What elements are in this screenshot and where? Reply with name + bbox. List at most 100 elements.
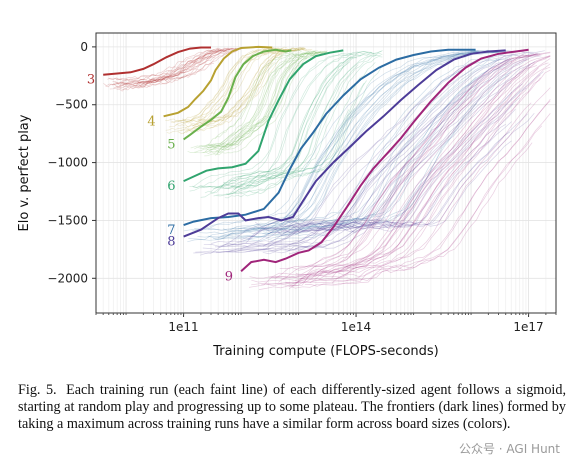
- training-run-line: [112, 49, 228, 84]
- training-run-line: [194, 51, 326, 154]
- training-run-line: [216, 54, 377, 197]
- training-run-line: [270, 50, 501, 231]
- training-run-line: [213, 55, 381, 197]
- training-run-line: [279, 53, 536, 271]
- figure-caption: Fig. 5. Each training run (each faint li…: [18, 382, 566, 433]
- training-run-line: [226, 57, 511, 247]
- training-run-line: [108, 47, 242, 81]
- training-run-line: [331, 77, 541, 284]
- frontier-line-6: [183, 49, 344, 183]
- training-run-line: [339, 52, 539, 263]
- training-run-line: [279, 52, 540, 227]
- training-run-line: [248, 51, 551, 288]
- training-run-line: [200, 50, 383, 189]
- training-run-line: [262, 55, 542, 247]
- training-run-line: [262, 91, 513, 255]
- training-run-line: [253, 51, 477, 228]
- training-run-line: [121, 47, 234, 82]
- training-run-line: [282, 86, 477, 234]
- training-run-line: [222, 72, 512, 232]
- watermark: 公众号 · AGI Hunt: [454, 438, 564, 459]
- training-run-line: [288, 55, 550, 290]
- training-run-line: [228, 108, 516, 252]
- training-run-line: [203, 121, 512, 247]
- training-run-line: [266, 61, 513, 239]
- series-label-5: 5: [167, 137, 175, 152]
- training-run-line: [187, 53, 297, 153]
- training-run-line: [294, 66, 551, 281]
- training-run-line: [204, 54, 362, 194]
- training-run-line: [192, 82, 365, 188]
- training-run-line: [216, 50, 322, 155]
- training-run-line: [181, 47, 297, 121]
- training-run-line: [191, 50, 490, 232]
- series-label-8: 8: [167, 235, 175, 250]
- training-run-line: [189, 50, 382, 192]
- training-run-line: [214, 58, 498, 240]
- training-run-line: [190, 50, 328, 149]
- training-run-line: [192, 49, 287, 127]
- training-run-line: [213, 57, 358, 189]
- training-run-line: [200, 51, 373, 198]
- training-run-line: [309, 142, 533, 283]
- training-run-line: [207, 52, 315, 146]
- y-tick-label: −1000: [47, 156, 88, 170]
- training-run-line: [272, 58, 509, 235]
- series-label-4: 4: [147, 114, 155, 129]
- training-run-line: [291, 55, 551, 287]
- training-run-line: [198, 47, 305, 118]
- training-run-line: [261, 58, 551, 286]
- training-run-line: [289, 131, 511, 248]
- y-tick-label: −500: [55, 98, 88, 112]
- training-run-line: [283, 49, 499, 218]
- training-run-line: [182, 48, 305, 128]
- training-run-line: [194, 50, 318, 150]
- training-run-line: [240, 53, 538, 250]
- training-run-line: [193, 49, 312, 128]
- training-run-line: [284, 67, 539, 285]
- frontier-line-9: [240, 48, 529, 273]
- training-run-line: [136, 48, 231, 87]
- training-run-line: [119, 62, 215, 87]
- training-run-line: [276, 74, 510, 237]
- frontier-line-7: [183, 48, 476, 227]
- training-run-line: [285, 56, 551, 284]
- training-run-line: [223, 56, 354, 184]
- training-run-line: [105, 49, 222, 88]
- frontier-line-3: [103, 46, 211, 76]
- training-run-line: [111, 47, 241, 86]
- x-tick-label: 1e11: [168, 320, 198, 334]
- training-run-line: [243, 82, 479, 232]
- training-run-line: [168, 47, 280, 128]
- training-run-line: [271, 59, 529, 280]
- training-run-line: [207, 50, 328, 147]
- training-run-line: [202, 51, 318, 155]
- training-run-line: [282, 65, 523, 234]
- training-run-line: [225, 64, 359, 189]
- training-run-line: [266, 55, 551, 287]
- training-run-line: [228, 50, 491, 236]
- training-run-line: [114, 50, 221, 87]
- training-run-line: [289, 63, 535, 286]
- training-run-line: [214, 50, 302, 139]
- y-tick-label: −2000: [47, 271, 88, 285]
- training-run-line: [233, 56, 383, 189]
- training-run-line: [226, 61, 536, 253]
- training-run-line: [207, 76, 477, 239]
- training-run-line: [115, 56, 216, 82]
- training-run-line: [262, 112, 535, 250]
- training-run-line: [277, 58, 528, 234]
- training-run-line: [210, 53, 309, 149]
- training-run-line: [251, 102, 532, 283]
- training-run-line: [210, 53, 353, 193]
- training-run-line: [193, 50, 545, 254]
- training-run-line: [222, 82, 512, 247]
- training-run-line: [304, 98, 551, 287]
- x-tick-label: 1e17: [513, 320, 543, 334]
- training-run-line: [204, 51, 326, 152]
- training-run-line: [296, 63, 551, 278]
- training-run-line: [235, 70, 488, 236]
- training-run-line: [251, 125, 543, 286]
- series-label-6: 6: [167, 179, 175, 194]
- training-run-line: [253, 62, 509, 232]
